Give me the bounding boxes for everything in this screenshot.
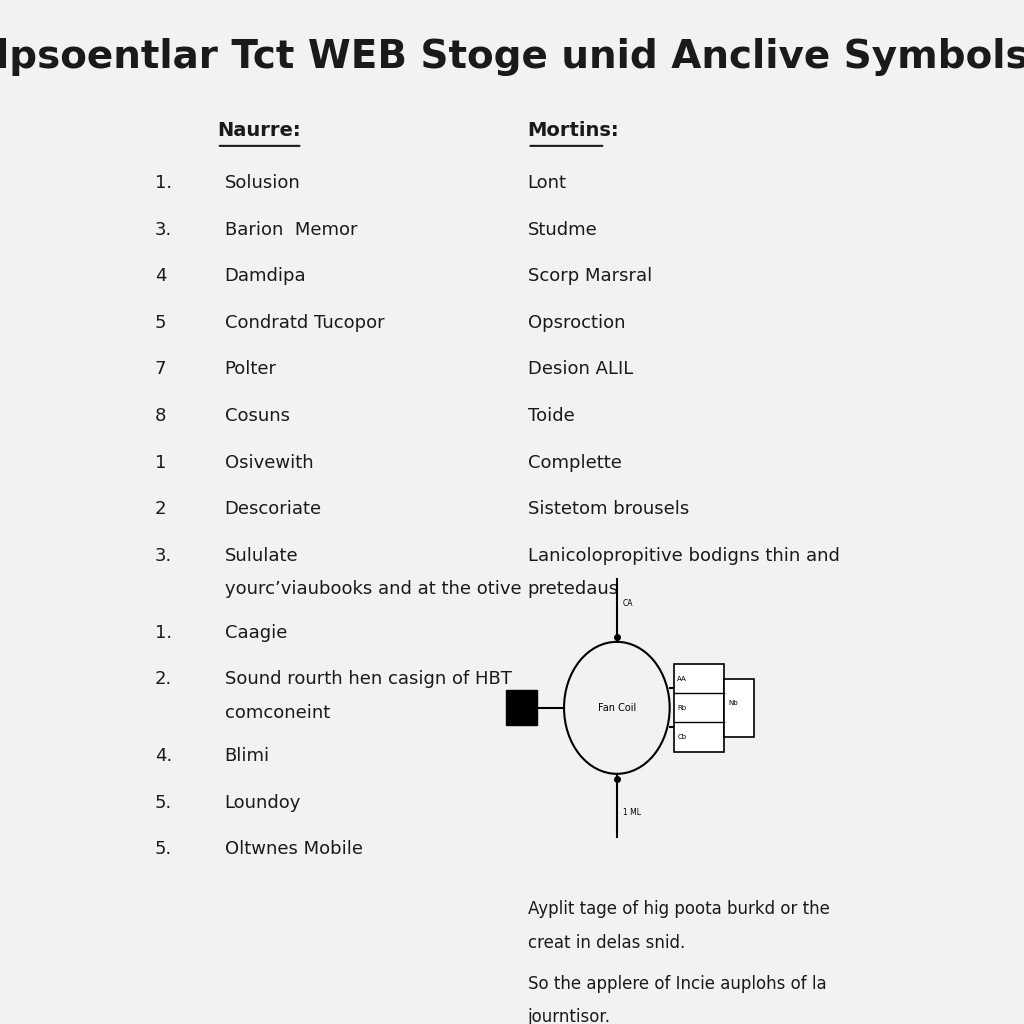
- Text: Blimi: Blimi: [224, 748, 269, 765]
- Text: Cb: Cb: [678, 734, 686, 740]
- Text: Barion  Memor: Barion Memor: [224, 220, 357, 239]
- Text: comconeint: comconeint: [224, 703, 330, 722]
- Text: 1.: 1.: [155, 624, 172, 642]
- Text: Cosuns: Cosuns: [224, 407, 290, 425]
- Bar: [506, 690, 537, 725]
- Text: Sululate: Sululate: [224, 547, 298, 564]
- Text: Complette: Complette: [527, 454, 622, 471]
- Text: Osivewith: Osivewith: [224, 454, 313, 471]
- Text: Caagie: Caagie: [224, 624, 287, 642]
- Text: creat in delas snid.: creat in delas snid.: [527, 934, 685, 951]
- Text: Lont: Lont: [527, 174, 566, 193]
- Text: Condratd Tucopor: Condratd Tucopor: [224, 313, 384, 332]
- Text: Ayplit tage of hig poota burkd or the: Ayplit tage of hig poota burkd or the: [527, 900, 829, 918]
- Text: 7: 7: [155, 360, 166, 378]
- Text: Scorp Marsral: Scorp Marsral: [527, 267, 652, 286]
- Text: 5: 5: [155, 313, 166, 332]
- Text: Solusion: Solusion: [224, 174, 300, 193]
- Text: pretedaus: pretedaus: [527, 581, 618, 598]
- Text: 1: 1: [155, 454, 166, 471]
- Text: 5.: 5.: [155, 794, 172, 812]
- Text: CA: CA: [623, 598, 634, 607]
- Text: Naurre:: Naurre:: [217, 121, 300, 139]
- Text: 2.: 2.: [155, 670, 172, 688]
- Text: Polter: Polter: [224, 360, 276, 378]
- Text: Descoriate: Descoriate: [224, 500, 322, 518]
- Text: Oltwnes Mobile: Oltwnes Mobile: [224, 841, 362, 858]
- Text: Mortins:: Mortins:: [527, 121, 620, 139]
- Text: journtisor.: journtisor.: [527, 1008, 610, 1024]
- Text: Lanicolopropitive bodigns thin and: Lanicolopropitive bodigns thin and: [527, 547, 840, 564]
- Text: Fan Coil: Fan Coil: [598, 702, 636, 713]
- Bar: [724, 679, 754, 737]
- Text: Opsroction: Opsroction: [527, 313, 625, 332]
- Text: Studme: Studme: [527, 220, 597, 239]
- Text: 8: 8: [155, 407, 166, 425]
- Text: 4: 4: [155, 267, 166, 286]
- Text: 1 ML: 1 ML: [623, 808, 641, 817]
- Text: Damdipa: Damdipa: [224, 267, 306, 286]
- Text: lpsoentlar Tct WEB Stoge unid Anclive Symbols: lpsoentlar Tct WEB Stoge unid Anclive Sy…: [0, 38, 1024, 76]
- Text: Nb: Nb: [728, 700, 737, 706]
- Text: Rb: Rb: [678, 705, 686, 711]
- Text: yourc’viaubooks and at the otive: yourc’viaubooks and at the otive: [224, 581, 521, 598]
- Text: AA: AA: [678, 676, 687, 682]
- Text: Desion ALIL: Desion ALIL: [527, 360, 633, 378]
- Text: 3.: 3.: [155, 220, 172, 239]
- Text: 4.: 4.: [155, 748, 172, 765]
- Bar: [674, 665, 724, 752]
- Text: 2: 2: [155, 500, 166, 518]
- Text: So the applere of Incie auplohs of la: So the applere of Incie auplohs of la: [527, 975, 826, 992]
- Text: 5.: 5.: [155, 841, 172, 858]
- Text: Toide: Toide: [527, 407, 574, 425]
- Text: 1.: 1.: [155, 174, 172, 193]
- Text: Sistetom brousels: Sistetom brousels: [527, 500, 689, 518]
- Text: Loundoy: Loundoy: [224, 794, 301, 812]
- Text: Sound rourth hen casign of HBT: Sound rourth hen casign of HBT: [224, 670, 512, 688]
- Text: 3.: 3.: [155, 547, 172, 564]
